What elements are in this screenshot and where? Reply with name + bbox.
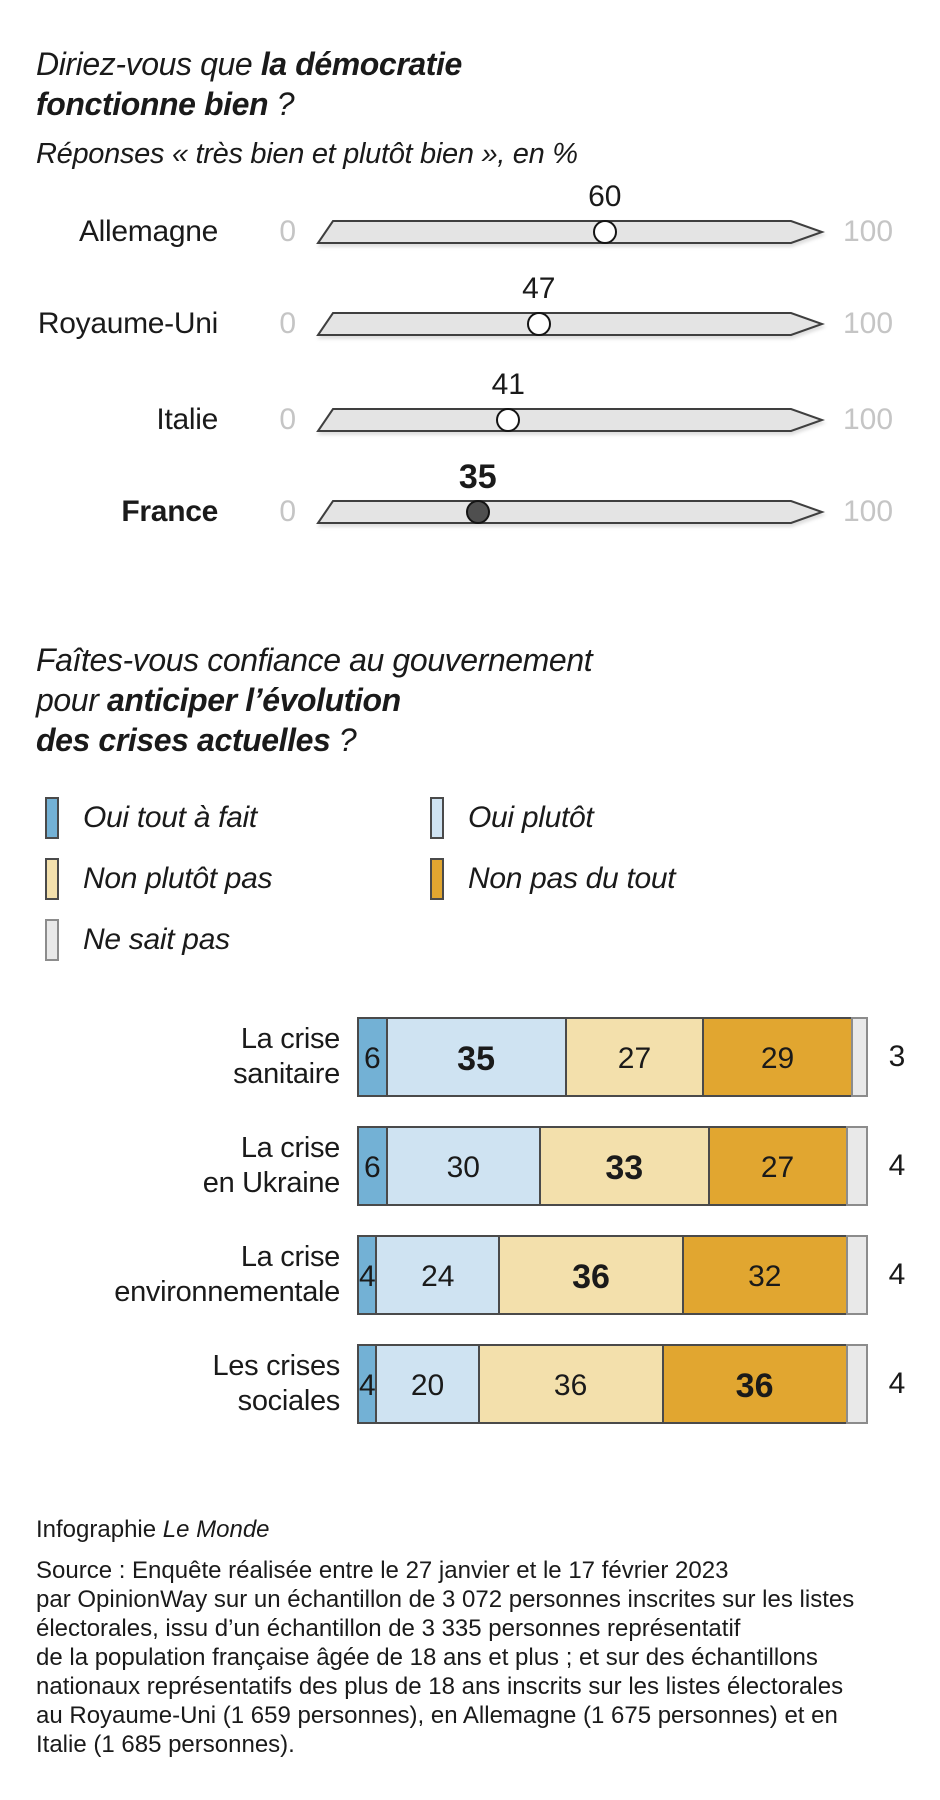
- chart2-title-part: Faîtes-vous confiance au gouvernement: [36, 642, 593, 678]
- bar-segment: 6: [357, 1017, 388, 1097]
- bar-segment-value: 32: [748, 1260, 782, 1293]
- bar-segment: [845, 1235, 868, 1315]
- bar-overflow-value: 4: [888, 1367, 906, 1400]
- chart1-subtitle: Réponses « très bien et plutôt bien », e…: [36, 138, 578, 170]
- legend-label: Non plutôt pas: [83, 862, 273, 895]
- slider-value: 41: [491, 368, 525, 401]
- chart2-title-bold: des crises actuelles: [36, 722, 331, 758]
- slider-marker: [496, 408, 521, 432]
- bar-segment: 4: [357, 1235, 378, 1315]
- legend-swatch: [45, 797, 59, 839]
- bar-overflow-value: 4: [888, 1258, 906, 1291]
- country-label: Allemagne: [78, 215, 218, 248]
- bar-segment: 29: [702, 1017, 853, 1097]
- slider-value: 35: [458, 458, 497, 496]
- bar-overflow-value: 4: [888, 1149, 906, 1182]
- bar-segment: [845, 1344, 868, 1424]
- bar-segment: 24: [375, 1235, 501, 1315]
- axis-min-label: 0: [279, 215, 296, 248]
- footer-source: Source : Enquête réalisée entre le 27 ja…: [36, 1557, 855, 1758]
- chart1-title-part: Diriez-vous que: [36, 46, 261, 82]
- bar-segment-value: 27: [760, 1151, 795, 1184]
- chart2-title-part: ?: [330, 722, 357, 758]
- bar-segment: [845, 1126, 868, 1206]
- bar-segment: 32: [682, 1235, 848, 1315]
- legend-label: Ne sait pas: [83, 923, 230, 956]
- chart2-title-bold: anticiper l’évolution: [106, 682, 401, 718]
- footer-credit-brand: Le Monde: [162, 1516, 270, 1543]
- bar-segment-value: 27: [617, 1042, 652, 1075]
- bar-segment-value: 4: [359, 1260, 376, 1293]
- bar-segment-value: 36: [553, 1369, 588, 1402]
- chart2-title-part: pour: [36, 682, 107, 718]
- legend-swatch: [45, 858, 59, 900]
- bar-segment-value: 29: [760, 1042, 795, 1075]
- bar-segment: 36: [477, 1344, 664, 1424]
- bar-category-label: Les crises sociales: [212, 1350, 340, 1417]
- chart2-title: Faîtes-vous confiance au gouvernement pou…: [36, 640, 593, 760]
- slider-value: 47: [522, 272, 556, 305]
- legend-label: Oui tout à fait: [83, 801, 257, 834]
- axis-min-label: 0: [279, 495, 296, 528]
- axis-min-label: 0: [279, 403, 296, 436]
- chart1-title: Diriez-vous que la démocratie fonctionne …: [36, 44, 462, 124]
- chart1-title-bold: fonctionne bien: [36, 86, 269, 122]
- bar-segment: 30: [385, 1126, 541, 1206]
- slider-marker: [465, 500, 490, 524]
- bar-segment: 35: [385, 1017, 567, 1097]
- bar-segment: 36: [498, 1235, 685, 1315]
- bar-segment-value: 35: [457, 1040, 495, 1078]
- slider-track: [295, 301, 840, 347]
- bar-segment: 4: [357, 1344, 378, 1424]
- legend-label: Oui plutôt: [468, 801, 594, 834]
- country-label: Royaume-Uni: [37, 307, 218, 340]
- bar-segment-value: 4: [359, 1369, 376, 1402]
- bar-segment: [850, 1017, 868, 1097]
- bar-segment: 36: [661, 1344, 848, 1424]
- bar-category-label: La crise en Ukraine: [202, 1132, 341, 1199]
- footer-credit: Infographie Le Monde: [36, 1516, 270, 1544]
- bar-segment-value: 24: [421, 1260, 455, 1293]
- chart1-title-bold: la démocratie: [260, 46, 463, 82]
- country-label: Italie: [156, 403, 218, 436]
- bar-segment-value: 30: [446, 1151, 480, 1184]
- bar-segment: 20: [375, 1344, 480, 1424]
- bar-segment-value: 6: [363, 1151, 381, 1184]
- axis-max-label: 100: [843, 215, 894, 248]
- bar-segment-value: 36: [735, 1367, 774, 1405]
- bar-category-label: La crise sanitaire: [233, 1023, 340, 1090]
- bar-segment: 27: [707, 1126, 848, 1206]
- bar-segment-value: 6: [363, 1042, 381, 1075]
- axis-max-label: 100: [843, 403, 894, 436]
- legend-swatch: [430, 797, 444, 839]
- legend-label: Non pas du tout: [468, 862, 676, 895]
- bar-segment: 33: [538, 1126, 710, 1206]
- slider-value: 60: [588, 180, 622, 213]
- slider-marker: [526, 312, 551, 336]
- axis-max-label: 100: [843, 307, 894, 340]
- bar-overflow-value: 3: [888, 1040, 906, 1073]
- bar-segment-value: 20: [410, 1369, 445, 1402]
- bar-segment-value: 36: [572, 1258, 610, 1296]
- bar-segment-value: 33: [605, 1149, 644, 1187]
- legend-swatch: [430, 858, 444, 900]
- axis-min-label: 0: [279, 307, 296, 340]
- country-label: France: [121, 495, 218, 528]
- bar-category-label: La crise environnementale: [114, 1241, 340, 1308]
- bar-segment: 6: [357, 1126, 388, 1206]
- slider-track: [295, 209, 840, 255]
- slider-marker: [592, 220, 617, 244]
- slider-track: [295, 397, 840, 443]
- footer-credit-prefix: Infographie: [36, 1516, 163, 1543]
- bar-segment: 27: [564, 1017, 705, 1097]
- chart1-title-part: ?: [268, 86, 295, 122]
- legend-swatch: [45, 919, 59, 961]
- slider-track: [295, 489, 840, 535]
- axis-max-label: 100: [843, 495, 894, 528]
